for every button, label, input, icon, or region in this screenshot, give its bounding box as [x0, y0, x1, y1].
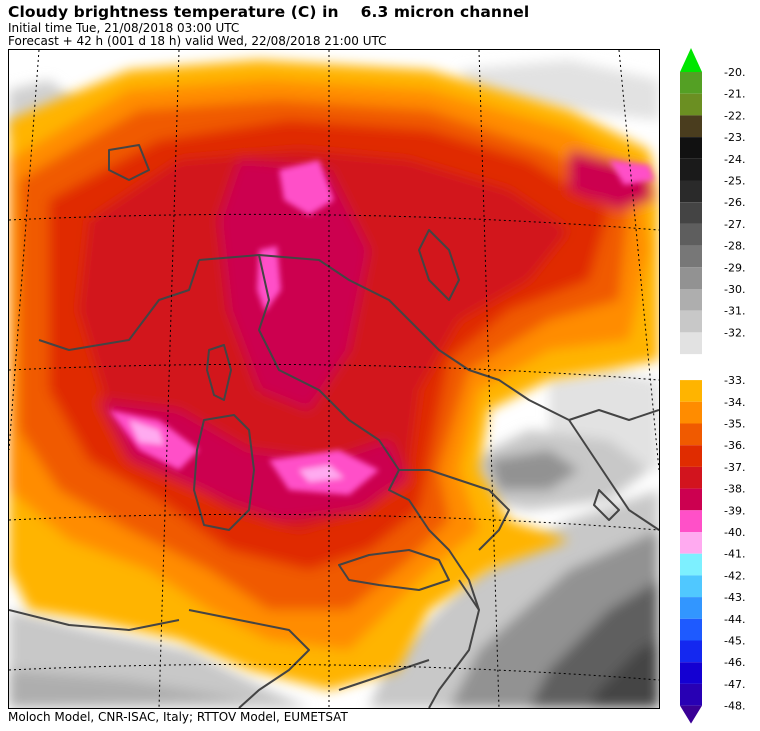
legend-tick-label: -36. [724, 439, 745, 452]
legend-tick-label: -24. [724, 153, 745, 166]
legend-swatch [680, 289, 702, 311]
legend-tick-label: -25. [724, 175, 745, 188]
legend-swatch [680, 180, 702, 203]
legend-swatch [680, 93, 702, 116]
lat-lon-grid [9, 50, 659, 708]
legend-swatch [680, 158, 702, 181]
legend-swatch [680, 488, 702, 511]
legend-swatch [680, 510, 702, 532]
legend-tick-label: -37. [724, 461, 745, 474]
coldest-tops [109, 160, 654, 495]
legend-swatch [680, 202, 702, 224]
legend-swatch [680, 618, 702, 641]
legend-tick-label: -27. [724, 218, 745, 231]
legend-swatch [680, 245, 702, 268]
legend-swatch [680, 137, 702, 159]
legend-swatch [680, 575, 702, 598]
map-canvas [9, 50, 659, 708]
legend-tick-label: -48. [724, 700, 745, 713]
legend-tick-label: -45. [724, 635, 745, 648]
legend-swatch [680, 597, 702, 619]
legend-tick-label: -44. [724, 613, 745, 626]
legend-tick-label: -41. [724, 548, 745, 561]
legend-swatch [680, 532, 702, 554]
legend-tick-label: -39. [724, 504, 745, 517]
legend-tick-label: -32. [724, 326, 745, 339]
legend-tick-label: -23. [724, 131, 745, 144]
initial-time: Initial time Tue, 21/08/2018 03:00 UTC [8, 21, 240, 35]
legend-swatch [680, 445, 702, 467]
legend-tick-label: -33. [724, 374, 745, 387]
legend-tick-label: -46. [724, 656, 745, 669]
legend-swatch [680, 115, 702, 138]
legend-tick-label: -31. [724, 305, 745, 318]
legend-swatch [680, 423, 702, 446]
legend-tick-label: -28. [724, 240, 745, 253]
legend-swatch [680, 310, 702, 333]
legend-tick-label: -34. [724, 396, 745, 409]
legend-tick-label: -42. [724, 569, 745, 582]
legend-swatch [680, 640, 702, 663]
legend-tick-label: -20. [724, 66, 745, 79]
forecast-valid-time: Forecast + 42 h (001 d 18 h) valid Wed, … [8, 34, 387, 48]
legend-swatch [680, 223, 702, 246]
legend-swatch [680, 380, 702, 402]
legend-tick-label: -29. [724, 261, 745, 274]
legend-swatch [680, 72, 702, 94]
legend-tick-label: -21. [724, 88, 745, 101]
color-legend: -20. -21. -22. -23. -24. -25. -26. -27. -28. -29.… [676, 48, 760, 724]
legend-tick-label: -35. [724, 418, 745, 431]
legend-tick-label: -47. [724, 678, 745, 691]
legend-tick-label: -22. [724, 109, 745, 122]
legend-arrow-up [680, 48, 702, 72]
legend-swatch [680, 401, 702, 424]
legend-swatch [680, 466, 702, 489]
legend-tick-label: -26. [724, 196, 745, 209]
legend-svg: -20. -21. -22. -23. -24. -25. -26. -27. -28. -29.… [680, 48, 745, 724]
channel-label: 6.3 micron channel [360, 3, 530, 21]
map-title: Cloudy brightness temperature (C) in 6.3 … [8, 3, 529, 21]
model-credits: Moloch Model, CNR-ISAC, Italy; RTTOV Mod… [8, 710, 348, 724]
legend-tick-label: -30. [724, 283, 745, 296]
satellite-map [8, 49, 660, 709]
legend-swatch [680, 553, 702, 576]
legend-swatch [680, 267, 702, 289]
legend-tick-label: -38. [724, 483, 745, 496]
legend-swatch [680, 683, 702, 706]
legend-swatch [680, 662, 702, 684]
legend-arrow-down [680, 705, 702, 724]
legend-tick-label: -40. [724, 526, 745, 539]
coastlines [9, 144, 659, 708]
legend-swatch [680, 332, 702, 355]
title-text: Cloudy brightness temperature (C) in [8, 3, 339, 21]
legend-tick-label: -43. [724, 591, 745, 604]
